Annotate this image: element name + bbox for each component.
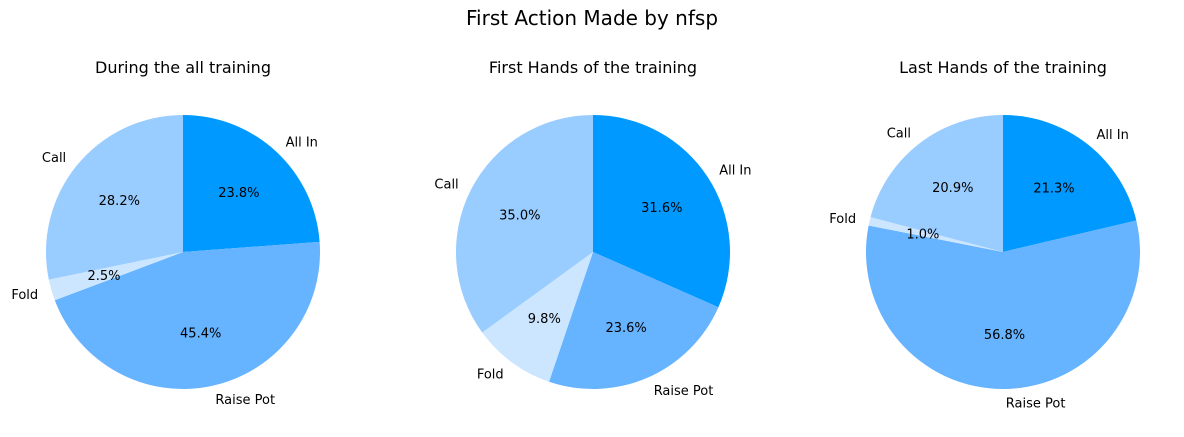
pie-value-label: 35.0% <box>499 209 540 224</box>
figure-title: First Action Made by nfsp <box>466 6 718 30</box>
pie-value-label: 31.6% <box>641 201 682 216</box>
pie-slice-fold <box>482 252 593 382</box>
pie-value-label: 1.0% <box>906 228 939 243</box>
pie-category-label: Call <box>434 178 458 193</box>
pie-slice-call <box>870 115 1003 252</box>
pie-chart-3-labels: All In 21.3% Raise Pot 56.8% Fold 1.0% Call 20.… <box>829 127 1129 412</box>
pie-category-label: Raise Pot <box>215 393 275 408</box>
pie-category-label: Fold <box>11 288 38 303</box>
pie-slice-all-in <box>593 115 731 308</box>
pie-value-label: 28.2% <box>99 194 140 209</box>
pie-chart-3-slices <box>865 115 1140 390</box>
pie-category-label: All In <box>1097 128 1129 143</box>
pie-chart-1-labels: All In 23.8% Raise Pot 45.4% Fold 2.5% Call 28.… <box>11 136 318 409</box>
pie-slice-raise-pot <box>865 220 1140 390</box>
pie-chart-2-title: First Hands of the training <box>489 58 697 77</box>
pie-slice-fold <box>868 217 1003 252</box>
pie-chart-3: Last Hands of the training All In 21.3% Ra… <box>829 58 1140 412</box>
pie-category-label: All In <box>719 164 751 179</box>
pie-category-label: All In <box>286 136 318 151</box>
pie-category-label: Call <box>42 151 66 166</box>
pie-value-label: 56.8% <box>984 328 1025 343</box>
pie-slice-all-in <box>1003 115 1137 252</box>
pie-value-label: 20.9% <box>932 181 973 196</box>
pie-category-label: Fold <box>477 367 504 382</box>
pie-slice-raise-pot <box>54 241 321 389</box>
pie-slice-call <box>46 115 183 280</box>
pie-category-label: Raise Pot <box>1006 397 1066 412</box>
pie-chart-1: During the all training All In 23.8% Raise… <box>11 58 321 409</box>
pie-category-label: Raise Pot <box>654 384 714 399</box>
pie-slice-all-in <box>183 115 320 252</box>
pie-value-label: 9.8% <box>528 312 561 327</box>
pie-value-label: 23.8% <box>218 186 259 201</box>
pie-value-label: 2.5% <box>87 269 120 284</box>
pie-slice-fold <box>48 252 184 301</box>
pie-category-label: Call <box>887 127 911 142</box>
pie-chart-3-title: Last Hands of the training <box>899 58 1107 77</box>
pie-category-label: Fold <box>829 212 856 227</box>
pie-value-label: 45.4% <box>180 326 221 341</box>
pie-chart-1-title: During the all training <box>95 58 271 77</box>
pie-slice-raise-pot <box>549 252 719 389</box>
pie-chart-1-slices <box>46 115 321 389</box>
pie-value-label: 23.6% <box>605 321 646 336</box>
pie-value-label: 21.3% <box>1033 182 1074 197</box>
pie-chart-2-slices <box>455 115 731 389</box>
pie-slice-call <box>455 115 593 333</box>
pie-chart-2: First Hands of the training All In 31.6% R… <box>434 58 751 399</box>
pie-chart-2-labels: All In 31.6% Raise Pot 23.6% Fold 9.8% Call 35.… <box>434 164 751 399</box>
